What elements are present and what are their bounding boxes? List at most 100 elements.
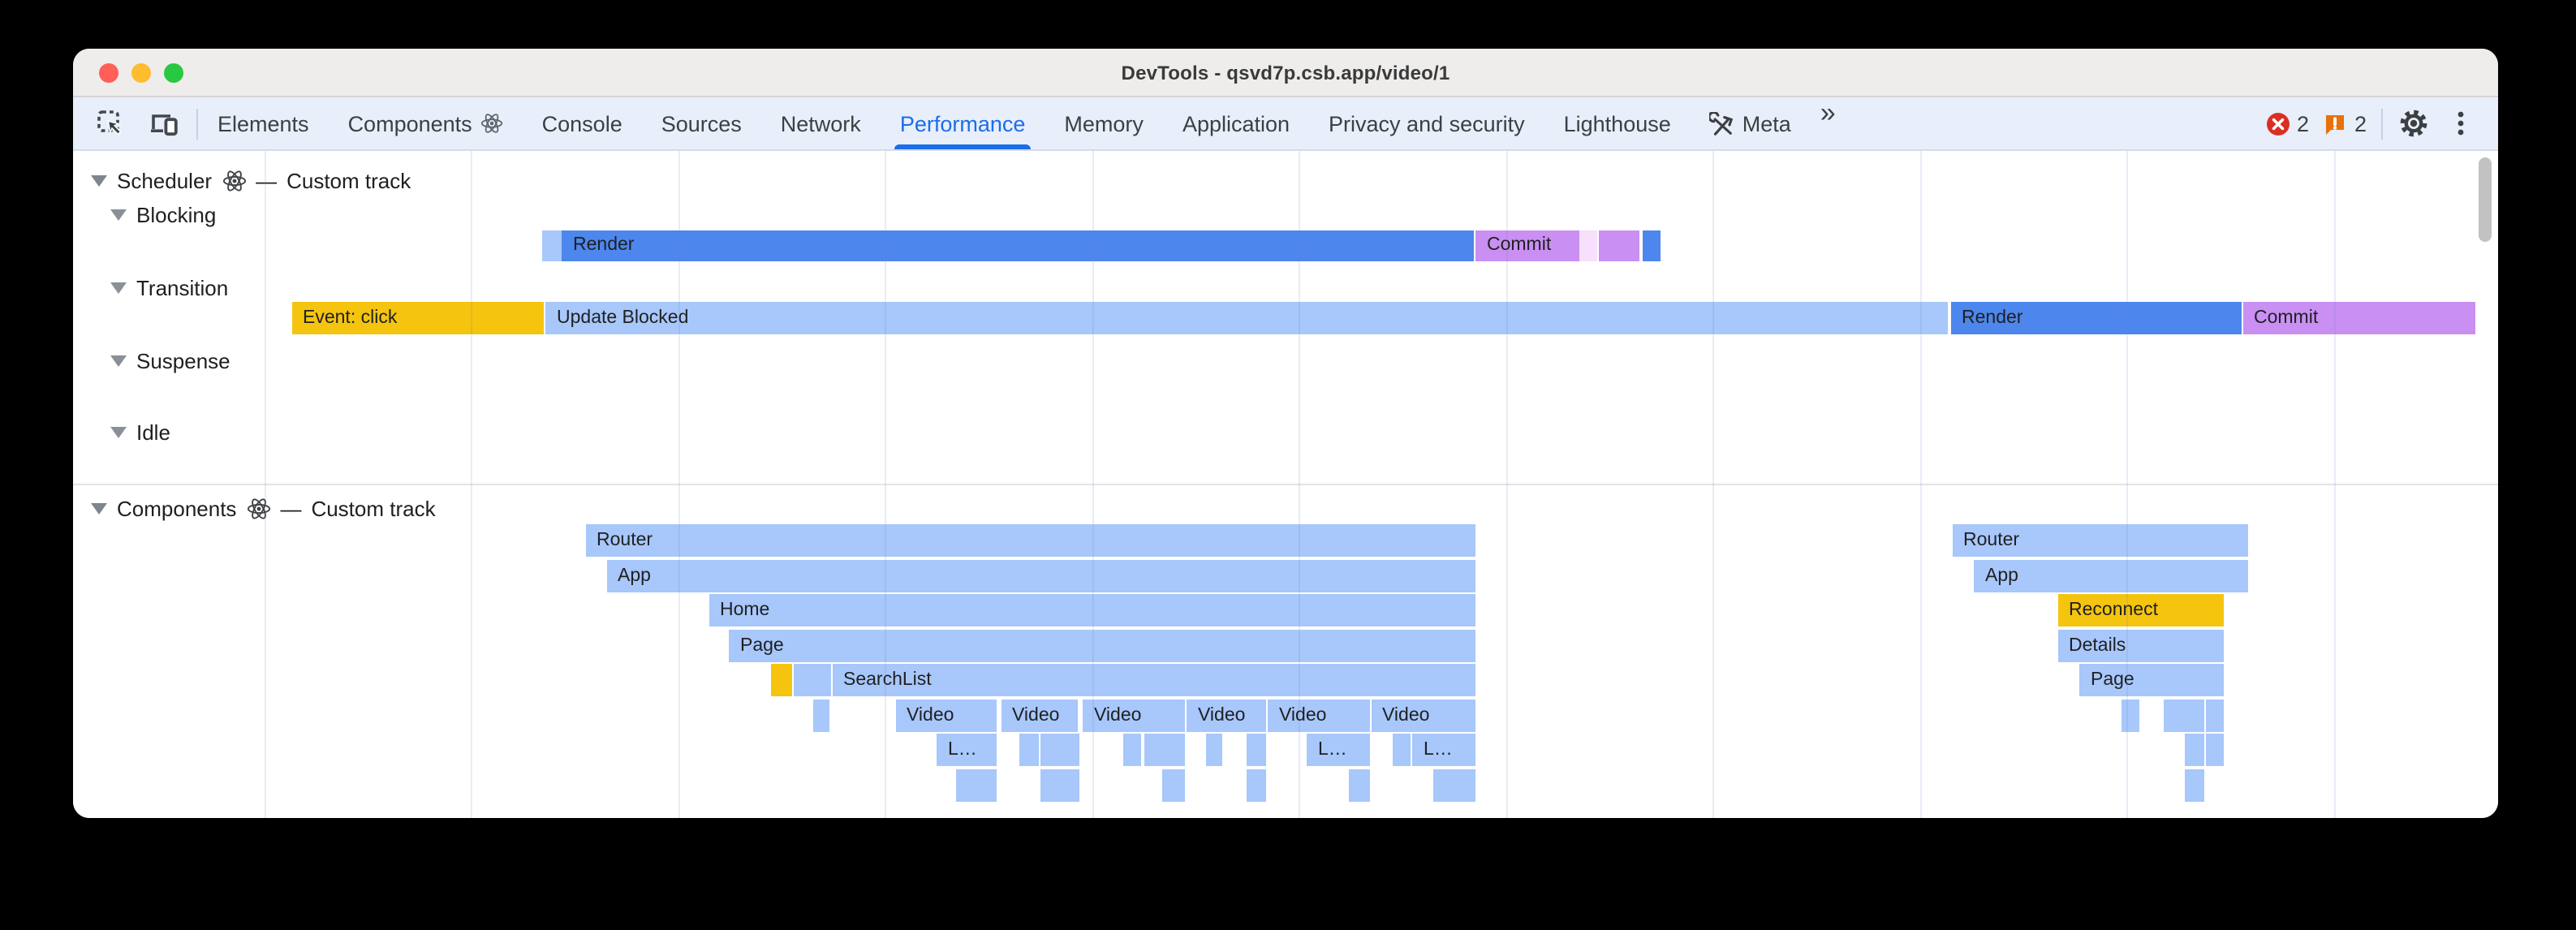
collapse-triangle-icon[interactable] (110, 355, 127, 367)
flame-row-transition-bars: Event: click Update Blocked Render Commit (73, 302, 2498, 334)
flame-bar[interactable] (1162, 769, 1185, 801)
flame-bar[interactable] (1348, 769, 1369, 801)
scrollbar-thumb[interactable] (2479, 157, 2492, 242)
flame-bar[interactable] (1392, 734, 1411, 766)
tab-performance[interactable]: Performance (881, 97, 1045, 149)
flame-bar-app[interactable]: App (1974, 559, 2247, 592)
flame-bar-app[interactable]: App (606, 559, 1475, 592)
collapse-triangle-icon[interactable] (91, 174, 107, 186)
tab-meta[interactable]: Meta (1691, 97, 1811, 149)
flame-bar[interactable] (1205, 734, 1222, 766)
settings-gear-icon[interactable] (2397, 107, 2430, 140)
collapse-triangle-icon[interactable] (110, 282, 127, 294)
flame-bar[interactable] (1433, 769, 1475, 801)
flame-bar-commit[interactable]: Commit (1475, 230, 1579, 261)
flame-row-depth-5: SearchList Page (73, 664, 2498, 696)
flame-bar-page[interactable]: Page (729, 629, 1475, 661)
flame-bar[interactable] (1247, 734, 1265, 766)
flame-bar-event-click[interactable]: Event: click (291, 302, 544, 334)
flame-bar[interactable] (1144, 734, 1185, 766)
tab-privacy-and-security[interactable]: Privacy and security (1309, 97, 1544, 149)
flame-bar-searchlist[interactable]: SearchList (832, 664, 1475, 696)
subtrack-blocking[interactable]: Blocking (110, 201, 216, 227)
flame-bar-video[interactable]: Video (895, 699, 997, 731)
tab-network[interactable]: Network (761, 97, 881, 149)
fullscreen-button[interactable] (164, 62, 183, 82)
more-tabs-chevron[interactable]: » (1820, 97, 1836, 128)
flame-bar-video[interactable]: Video (1187, 699, 1265, 731)
flame-row-depth-4: Page Details (73, 629, 2498, 661)
flame-bar[interactable] (793, 664, 830, 696)
tab-sources[interactable]: Sources (642, 97, 761, 149)
components-track-header[interactable]: Components — Custom track (91, 496, 436, 522)
flame-bar-video[interactable]: Video (1371, 699, 1475, 731)
flame-bar-details[interactable]: Details (2057, 629, 2224, 661)
scheduler-subtracks: Blocking Transition Suspense Idle (73, 151, 2498, 818)
flame-bar[interactable] (813, 699, 829, 731)
track-suffix: Custom track (286, 168, 411, 192)
kebab-menu-icon[interactable] (2445, 107, 2477, 140)
flame-bar-commit[interactable]: Commit (2242, 302, 2475, 334)
flame-bar-router[interactable]: Router (1952, 524, 2247, 557)
console-warnings-badge[interactable]: 2 (2324, 111, 2367, 136)
flame-bar[interactable] (1599, 230, 1639, 261)
flame-bar-video[interactable]: Video (1268, 699, 1369, 731)
components-rows: Router Router App App Home Reconnect Page Detai… (73, 151, 2498, 818)
flame-bar[interactable] (2206, 734, 2224, 766)
react-atom-icon (480, 114, 502, 133)
collapse-triangle-icon[interactable] (91, 503, 107, 515)
flame-bar[interactable] (541, 230, 561, 261)
inspect-element-icon[interactable] (94, 107, 127, 140)
flame-bar-l[interactable]: L… (1307, 734, 1369, 766)
tools-icon (1709, 111, 1734, 135)
flame-bar[interactable] (2121, 699, 2139, 731)
flame-bar-render[interactable]: Render (562, 230, 1474, 261)
subtrack-label: Idle (136, 420, 170, 444)
collapse-triangle-icon[interactable] (110, 209, 127, 220)
tab-label: Console (541, 111, 622, 136)
flame-bar[interactable] (1122, 734, 1141, 766)
flame-bar-l[interactable]: L… (1412, 734, 1475, 766)
flame-bar-page[interactable]: Page (2079, 664, 2224, 696)
tab-lighthouse[interactable]: Lighthouse (1544, 97, 1691, 149)
flame-bar[interactable] (1642, 230, 1660, 261)
minimize-button[interactable] (131, 62, 151, 82)
flame-bar[interactable] (1040, 734, 1079, 766)
tab-elements[interactable]: Elements (198, 97, 329, 149)
flame-bar[interactable] (2164, 699, 2204, 731)
flame-bar-update-blocked[interactable]: Update Blocked (545, 302, 1948, 334)
console-errors-badge[interactable]: 2 (2266, 111, 2309, 136)
flame-bar[interactable] (2185, 734, 2204, 766)
flame-bar[interactable] (1247, 769, 1265, 801)
flame-bar-home[interactable]: Home (709, 594, 1475, 626)
scheduler-track-header[interactable]: Scheduler — Custom track (91, 167, 411, 193)
subtrack-transition[interactable]: Transition (110, 275, 228, 301)
flame-bar-video[interactable]: Video (1001, 699, 1078, 731)
flame-row-depth-7: L… L… L… (73, 734, 2498, 766)
close-button[interactable] (99, 62, 118, 82)
device-toolbar-icon[interactable] (148, 107, 180, 140)
window-title: DevTools - qsvd7p.csb.app/video/1 (1121, 61, 1450, 84)
flame-bar[interactable] (2206, 699, 2224, 731)
flame-bar-label: Commit (1487, 235, 1552, 256)
tab-console[interactable]: Console (523, 97, 642, 149)
flame-bar-render[interactable]: Render (1950, 302, 2242, 334)
flame-bar-video[interactable]: Video (1083, 699, 1185, 731)
flame-bar[interactable] (955, 769, 997, 801)
flame-bar-label: Update Blocked (557, 308, 689, 328)
subtrack-idle[interactable]: Idle (110, 419, 170, 445)
flame-bar[interactable] (770, 664, 791, 696)
error-icon (2266, 112, 2290, 135)
flame-bar[interactable] (1579, 230, 1597, 261)
tab-memory[interactable]: Memory (1045, 97, 1163, 149)
flame-bar[interactable] (2185, 769, 2204, 801)
collapse-triangle-icon[interactable] (110, 426, 127, 437)
flame-bar-router[interactable]: Router (585, 524, 1475, 557)
tab-components[interactable]: Components (329, 97, 523, 149)
tab-application[interactable]: Application (1163, 97, 1309, 149)
subtrack-suspense[interactable]: Suspense (110, 348, 230, 374)
flame-bar-reconnect[interactable]: Reconnect (2057, 594, 2224, 626)
flame-bar-l[interactable]: L… (937, 734, 997, 766)
flame-bar[interactable] (1019, 734, 1038, 766)
flame-bar[interactable] (1040, 769, 1079, 801)
